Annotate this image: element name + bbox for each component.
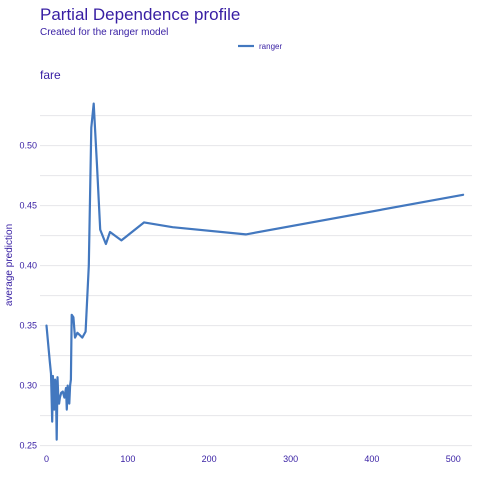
y-tick-label: 0.35 — [19, 321, 37, 331]
y-tick-label: 0.25 — [19, 441, 37, 451]
y-tick-label: 0.45 — [19, 201, 37, 211]
y-tick-label: 0.50 — [19, 141, 37, 151]
x-tick-label: 100 — [120, 454, 135, 464]
legend-label: ranger — [259, 42, 282, 51]
chart-title: Partial Dependence profile — [40, 5, 240, 24]
grid-lines — [40, 115, 472, 447]
y-axis-label: average prediction — [4, 224, 15, 306]
x-tick-label: 400 — [364, 454, 379, 464]
x-tick-labels: 0 100 200 300 400 500 — [44, 454, 461, 464]
x-tick-label: 500 — [446, 454, 461, 464]
y-tick-label: 0.40 — [19, 261, 37, 271]
x-tick-label: 200 — [202, 454, 217, 464]
x-tick-label: 0 — [44, 454, 49, 464]
facet-label: fare — [40, 68, 61, 82]
y-tick-labels: 0.25 0.30 0.35 0.40 0.45 0.50 — [19, 141, 37, 451]
legend: ranger — [238, 42, 282, 51]
x-tick-label: 300 — [283, 454, 298, 464]
y-tick-label: 0.30 — [19, 381, 37, 391]
series-line-ranger — [45, 102, 465, 441]
chart-subtitle: Created for the ranger model — [40, 27, 168, 38]
